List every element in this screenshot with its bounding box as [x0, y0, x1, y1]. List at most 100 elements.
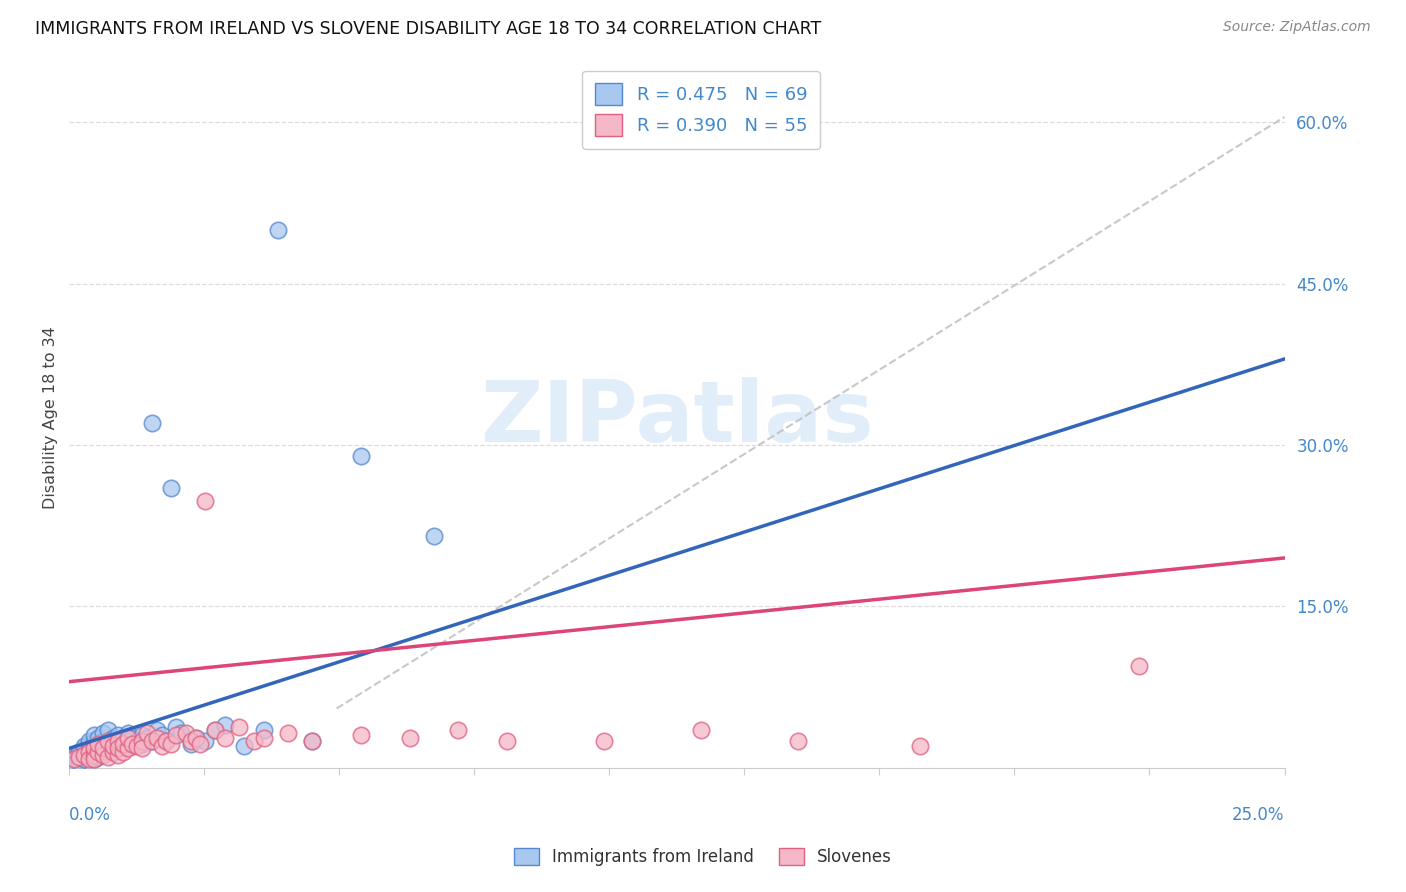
Point — [67, 752, 90, 766]
Point — [180, 734, 202, 748]
Point — [253, 723, 276, 737]
Point — [111, 731, 134, 745]
Point — [155, 734, 177, 748]
Point — [267, 223, 290, 237]
Point — [91, 734, 114, 748]
Point — [91, 726, 114, 740]
Point — [101, 745, 124, 759]
Point — [101, 739, 124, 754]
Point — [77, 750, 100, 764]
Point — [67, 756, 90, 770]
Point — [155, 734, 177, 748]
Point — [97, 723, 120, 737]
Point — [350, 728, 373, 742]
Point — [127, 739, 149, 754]
Point — [107, 741, 129, 756]
Point — [117, 731, 139, 745]
Point — [127, 734, 149, 748]
Point — [121, 731, 143, 745]
Point — [194, 494, 217, 508]
Point — [107, 734, 129, 748]
Point — [107, 747, 129, 762]
Point — [91, 741, 114, 756]
Point — [165, 720, 187, 734]
Point — [350, 449, 373, 463]
Point — [67, 745, 90, 759]
Point — [150, 728, 173, 742]
Point — [165, 728, 187, 742]
Point — [67, 750, 90, 764]
Point — [101, 745, 124, 759]
Point — [141, 734, 163, 748]
Y-axis label: Disability Age 18 to 34: Disability Age 18 to 34 — [44, 326, 58, 509]
Point — [107, 734, 129, 748]
Point — [83, 728, 105, 742]
Point — [63, 752, 86, 766]
Point — [204, 723, 226, 737]
Point — [87, 750, 110, 764]
Point — [184, 731, 207, 745]
Point — [301, 734, 323, 748]
Point — [83, 752, 105, 766]
Point — [101, 739, 124, 754]
Text: Source: ZipAtlas.com: Source: ZipAtlas.com — [1223, 20, 1371, 34]
Point — [447, 723, 470, 737]
Point — [131, 737, 153, 751]
Point — [170, 726, 193, 740]
Text: 25.0%: 25.0% — [1232, 806, 1285, 824]
Point — [243, 734, 266, 748]
Point — [150, 739, 173, 754]
Point — [83, 741, 105, 756]
Point — [77, 737, 100, 751]
Point — [141, 734, 163, 748]
Point — [83, 734, 105, 748]
Point — [87, 737, 110, 751]
Point — [97, 741, 120, 756]
Point — [87, 731, 110, 745]
Text: IMMIGRANTS FROM IRELAND VS SLOVENE DISABILITY AGE 18 TO 34 CORRELATION CHART: IMMIGRANTS FROM IRELAND VS SLOVENE DISAB… — [35, 20, 821, 37]
Point — [184, 731, 207, 745]
Point — [908, 739, 931, 754]
Point — [97, 734, 120, 748]
Point — [398, 731, 420, 745]
Point — [83, 747, 105, 762]
Point — [87, 737, 110, 751]
Point — [787, 734, 810, 748]
Point — [73, 747, 96, 762]
Point — [73, 747, 96, 762]
Point — [83, 752, 105, 766]
Point — [77, 752, 100, 766]
Point — [121, 739, 143, 754]
Point — [63, 750, 86, 764]
Point — [690, 723, 713, 737]
Point — [111, 737, 134, 751]
Point — [63, 752, 86, 766]
Point — [160, 737, 183, 751]
Point — [67, 747, 90, 762]
Point — [77, 745, 100, 759]
Point — [131, 741, 153, 756]
Point — [214, 731, 236, 745]
Point — [233, 739, 256, 754]
Point — [73, 750, 96, 764]
Legend: R = 0.475   N = 69, R = 0.390   N = 55: R = 0.475 N = 69, R = 0.390 N = 55 — [582, 70, 820, 149]
Point — [1128, 658, 1150, 673]
Point — [228, 720, 250, 734]
Point — [73, 741, 96, 756]
Point — [63, 756, 86, 770]
Point — [174, 726, 197, 740]
Point — [190, 737, 212, 751]
Point — [121, 737, 143, 751]
Point — [423, 529, 446, 543]
Point — [117, 726, 139, 740]
Point — [101, 731, 124, 745]
Point — [107, 737, 129, 751]
Point — [117, 741, 139, 756]
Point — [83, 747, 105, 762]
Point — [145, 731, 167, 745]
Point — [593, 734, 616, 748]
Point — [131, 734, 153, 748]
Point — [73, 752, 96, 766]
Text: 0.0%: 0.0% — [69, 806, 111, 824]
Point — [214, 717, 236, 731]
